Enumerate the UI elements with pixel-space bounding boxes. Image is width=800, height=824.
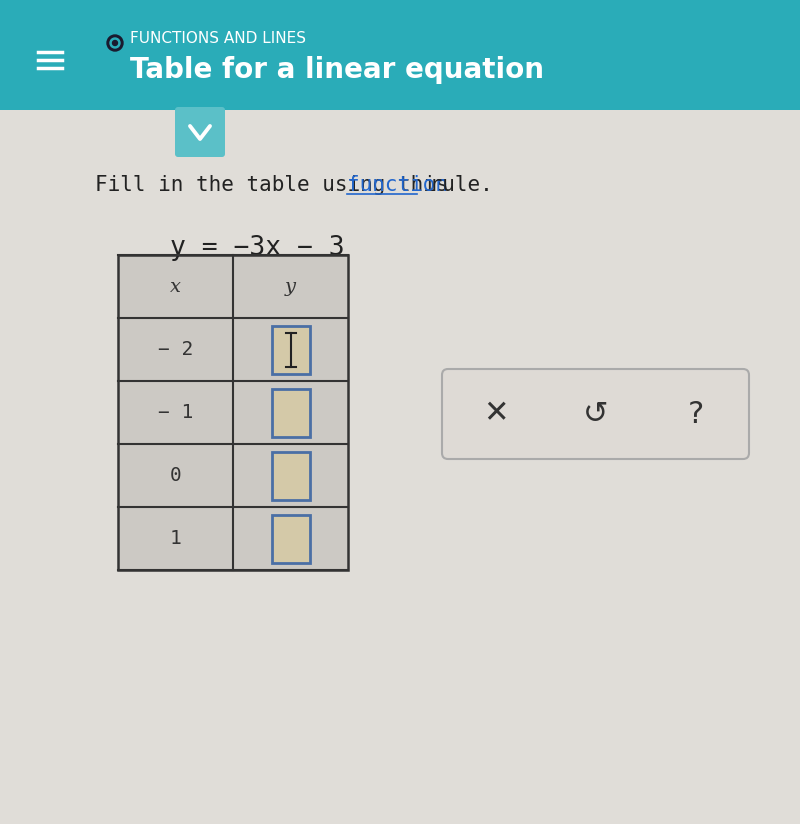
Text: function: function [347, 175, 448, 195]
Circle shape [113, 40, 118, 45]
Text: FUNCTIONS AND LINES: FUNCTIONS AND LINES [130, 30, 306, 45]
Text: 1: 1 [170, 529, 182, 548]
Text: Table for a linear equation: Table for a linear equation [130, 56, 544, 84]
Bar [0, 0, 800, 110]
Text: y = −3x − 3: y = −3x − 3 [170, 235, 345, 261]
FancyBboxPatch shape [271, 388, 310, 437]
Text: y: y [285, 278, 296, 296]
FancyBboxPatch shape [175, 107, 225, 157]
Circle shape [107, 35, 123, 51]
Text: ?: ? [688, 400, 704, 428]
Text: rule.: rule. [417, 175, 493, 195]
Text: x: x [170, 278, 181, 296]
Text: ✕: ✕ [483, 400, 509, 428]
FancyBboxPatch shape [271, 325, 310, 373]
Circle shape [110, 38, 120, 48]
Text: − 2: − 2 [158, 340, 193, 359]
Text: Fill in the table using this: Fill in the table using this [95, 175, 461, 195]
Bar [118, 255, 348, 570]
FancyBboxPatch shape [271, 452, 310, 499]
Text: 0: 0 [170, 466, 182, 485]
Text: ↺: ↺ [583, 400, 609, 428]
FancyBboxPatch shape [271, 514, 310, 563]
Text: − 1: − 1 [158, 403, 193, 422]
FancyBboxPatch shape [442, 369, 749, 459]
